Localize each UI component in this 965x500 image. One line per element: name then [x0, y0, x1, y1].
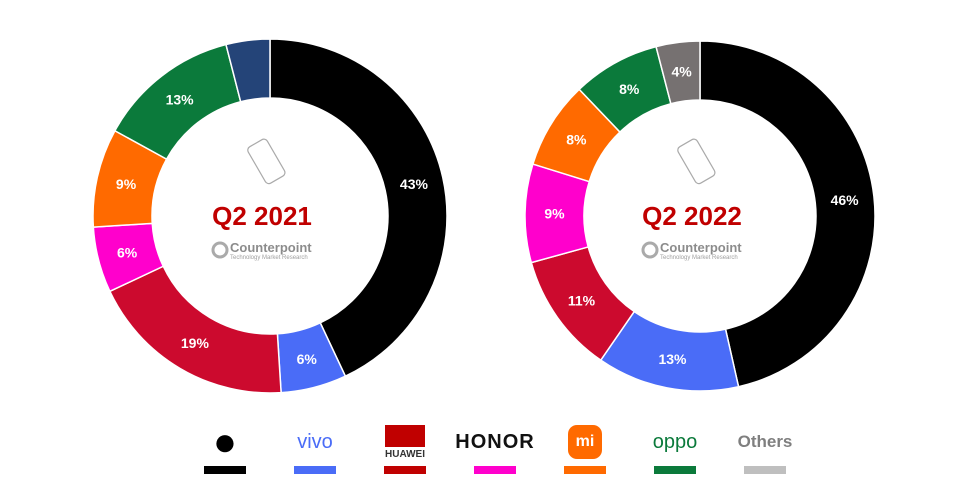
- donut-q2-2021: 43% 6% 19% 6% 9% 13% Q2 2021 CounterpointTechno…: [92, 38, 448, 394]
- source-sub-label: Technology Market Research: [230, 255, 308, 261]
- legend-swatch: [294, 466, 336, 474]
- data-label: 6%: [297, 351, 318, 367]
- legend-swatch: [744, 466, 786, 474]
- donut-q2-2022: 46% 13% 11% 9% 8% 8% 4% Q2 2022 CounterpointTech…: [524, 40, 876, 392]
- source-sub-label: Technology Market Research: [660, 255, 738, 261]
- legend-item-oppo: oppo: [630, 420, 720, 474]
- legend-item-honor: HONOR: [450, 420, 540, 474]
- data-label: 13%: [658, 351, 687, 367]
- data-label: 4%: [671, 64, 692, 80]
- slice-apple: [699, 40, 876, 388]
- source-label: Counterpoint: [660, 240, 742, 255]
- legend-item-apple: ●: [180, 420, 270, 474]
- slice-others: [225, 38, 271, 103]
- legend-swatch: [474, 466, 516, 474]
- source-label: Counterpoint: [230, 240, 312, 255]
- apple-logo: ●: [180, 420, 270, 464]
- chart-title: Q2 2021: [212, 201, 312, 231]
- data-label: 6%: [117, 245, 138, 261]
- slice-others: [655, 40, 701, 105]
- legend-item-others: Others: [720, 420, 810, 474]
- legend-swatch: [564, 466, 606, 474]
- apple-icon: ●: [212, 419, 238, 464]
- counterpoint-logo-icon: [641, 241, 659, 259]
- counterpoint-logo-icon: [211, 241, 229, 259]
- legend-item-vivo: vivo: [270, 420, 360, 474]
- data-label: 9%: [116, 176, 137, 192]
- honor-logo: HONOR: [455, 430, 535, 453]
- legend-swatch: [654, 466, 696, 474]
- data-label: 9%: [544, 206, 565, 222]
- xiaomi-logo: mi: [540, 420, 630, 464]
- legend-item-huawei: HUAWEI: [360, 420, 450, 474]
- vivo-logo: vivo: [297, 430, 333, 453]
- legend-swatch: [384, 466, 426, 474]
- data-label: 43%: [400, 176, 429, 192]
- data-label: 46%: [831, 192, 860, 208]
- data-label: 11%: [568, 292, 596, 308]
- data-label: 13%: [166, 91, 195, 107]
- data-label: 19%: [181, 335, 210, 351]
- data-label: 8%: [566, 131, 587, 147]
- slice-apple: [269, 38, 448, 378]
- legend-swatch: [204, 466, 246, 474]
- slice-huawei: [108, 265, 282, 394]
- others-logo: Others: [737, 432, 793, 451]
- phone-icon: [677, 138, 716, 185]
- data-label: 8%: [619, 81, 640, 97]
- chart-title: Q2 2022: [642, 201, 742, 231]
- legend-item-xiaomi: mi: [540, 420, 630, 474]
- oppo-logo: oppo: [652, 430, 698, 453]
- huawei-logo: HUAWEI: [360, 420, 450, 464]
- phone-icon: [247, 138, 286, 185]
